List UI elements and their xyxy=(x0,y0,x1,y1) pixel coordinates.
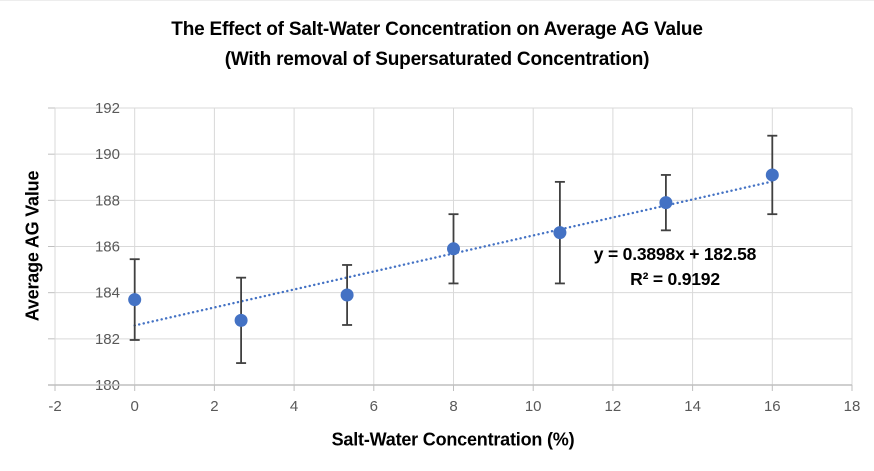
y-tick-label: 192 xyxy=(95,100,120,117)
x-tick-label: -2 xyxy=(48,398,61,415)
y-tick-label: 186 xyxy=(95,239,120,256)
x-tick-label: 16 xyxy=(764,398,781,415)
chart-title: The Effect of Salt-Water Concentration o… xyxy=(171,19,703,40)
trendline-label: y = 0.3898x + 182.58 R² = 0.9192 xyxy=(593,242,757,292)
x-tick-label: 8 xyxy=(449,398,457,415)
trendline-equation: y = 0.3898x + 182.58 xyxy=(593,244,757,264)
x-axis-title: Salt-Water Concentration (%) xyxy=(331,429,575,450)
data-point xyxy=(447,242,460,256)
data-point xyxy=(340,288,354,302)
y-tick-label: 190 xyxy=(95,146,120,163)
data-point xyxy=(765,168,779,182)
y-tick-label: 182 xyxy=(95,331,120,348)
data-point xyxy=(234,313,248,327)
x-tick-label: 4 xyxy=(290,398,298,415)
data-point xyxy=(553,226,567,240)
x-tick-label: 10 xyxy=(525,398,542,415)
x-tick-label: 6 xyxy=(370,398,378,415)
y-tick-label: 188 xyxy=(95,192,120,209)
x-tick-label: 18 xyxy=(844,398,861,415)
x-tick-label: 2 xyxy=(210,398,218,415)
y-tick-label: 184 xyxy=(95,285,120,302)
y-axis-title: Average AG Value xyxy=(22,170,43,322)
chart-subtitle: (With removal of Supersaturated Concentr… xyxy=(224,49,650,70)
data-point xyxy=(128,293,142,307)
x-tick-label: 12 xyxy=(605,398,622,415)
x-tick-label: 0 xyxy=(131,398,139,415)
x-tick-label: 14 xyxy=(684,398,701,415)
data-point xyxy=(659,196,673,210)
chart-title-block: The Effect of Salt-Water Concentration o… xyxy=(0,15,874,75)
trendline-r-squared: R² = 0.9192 xyxy=(630,269,720,289)
